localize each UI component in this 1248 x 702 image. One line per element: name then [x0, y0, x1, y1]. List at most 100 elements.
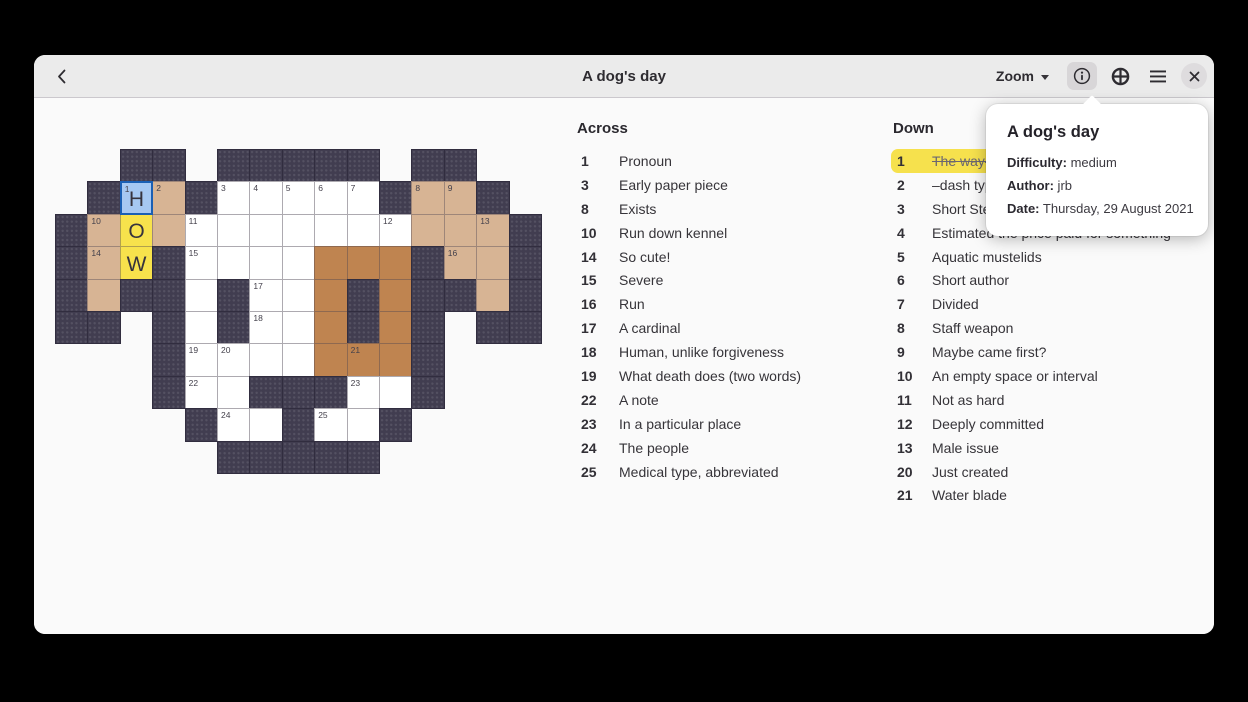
grid-cell[interactable]: 16	[443, 246, 478, 280]
grid-cell[interactable]	[184, 311, 218, 345]
grid-cell[interactable]: 18	[249, 311, 283, 345]
grid-cell[interactable]: 24	[217, 408, 251, 442]
clue-row[interactable]: 13 Male issue	[891, 436, 1201, 460]
grid-cell[interactable]	[281, 246, 316, 280]
grid-cell[interactable]	[346, 246, 380, 280]
grid-cell[interactable]	[314, 246, 348, 280]
clue-row[interactable]: 11 Not as hard	[891, 388, 1201, 412]
grid-cell[interactable]	[379, 375, 413, 410]
info-button[interactable]	[1067, 62, 1097, 90]
grid-cell[interactable]	[314, 278, 348, 312]
grid-cell[interactable]: 12	[379, 213, 413, 248]
grid-cell[interactable]: 8	[411, 181, 445, 215]
grid-block	[249, 149, 283, 183]
clue-row[interactable]: 3 Early paper piece	[575, 173, 887, 197]
grid-cell[interactable]	[281, 278, 316, 312]
grid-cell[interactable]: 2	[152, 181, 186, 215]
grid-cell[interactable]	[379, 343, 413, 377]
grid-cell[interactable]	[314, 213, 348, 248]
grid-cell[interactable]	[281, 311, 316, 345]
grid-cell[interactable]	[184, 278, 218, 312]
grid-cell[interactable]: 9	[443, 181, 478, 215]
clue-text: The people	[619, 439, 690, 456]
grid-cell[interactable]: 20	[217, 343, 251, 377]
grid-cell[interactable]	[249, 343, 283, 377]
clue-row[interactable]: 19 What death does (two words)	[575, 364, 887, 388]
grid-cell[interactable]	[314, 311, 348, 345]
grid-cell[interactable]: 13	[476, 213, 510, 248]
cell-number: 21	[350, 345, 361, 356]
clue-row[interactable]: 21 Water blade	[891, 483, 1201, 507]
clue-row[interactable]: 8 Staff weapon	[891, 316, 1201, 340]
clue-row[interactable]: 10 An empty space or interval	[891, 364, 1201, 388]
grid-cell[interactable]: 10	[87, 213, 121, 248]
clue-row[interactable]: 9 Maybe came first?	[891, 340, 1201, 364]
clue-row[interactable]: 18 Human, unlike forgiveness	[575, 340, 887, 364]
clue-row[interactable]: 3 Short Ste	[891, 197, 1201, 221]
grid-cell[interactable]	[476, 246, 510, 280]
grid-cell[interactable]: 14	[87, 246, 121, 280]
clue-row[interactable]: 2 –dash typ	[891, 173, 1201, 197]
clue-row[interactable]: 6 Short author	[891, 268, 1201, 292]
grid-block	[411, 343, 445, 377]
close-button[interactable]	[1181, 63, 1207, 89]
grid-cell[interactable]	[281, 213, 316, 248]
grid-cell[interactable]	[379, 278, 413, 312]
zoom-dropdown-button[interactable]: Zoom	[986, 63, 1059, 89]
grid-cell[interactable]	[152, 213, 186, 248]
grid-cell[interactable]	[379, 246, 413, 280]
chevron-down-icon	[1041, 74, 1049, 80]
grid-cell[interactable]	[217, 213, 251, 248]
grid-cell[interactable]: 19	[184, 343, 218, 377]
grid-cell[interactable]	[314, 343, 348, 377]
clue-row[interactable]: 24 The people	[575, 436, 887, 460]
clue-row[interactable]: 12 Deeply committed	[891, 412, 1201, 436]
clue-row[interactable]: 5 Aquatic mustelids	[891, 245, 1201, 269]
grid-cell[interactable]: 22	[184, 375, 218, 410]
clue-text: Aquatic mustelids	[932, 248, 1042, 265]
clue-row[interactable]: 7 Divided	[891, 292, 1201, 316]
grid-cell[interactable]	[217, 375, 251, 410]
grid-cell[interactable]	[217, 246, 251, 280]
grid-cell[interactable]: 15	[184, 246, 218, 280]
grid-cell[interactable]: 21	[346, 343, 380, 377]
cell-number: 16	[447, 248, 458, 259]
menu-button[interactable]	[1143, 62, 1173, 90]
clue-row[interactable]: 20 Just created	[891, 460, 1201, 484]
grid-cell[interactable]: 3	[217, 181, 251, 215]
grid-cell[interactable]	[249, 246, 283, 280]
grid-cell[interactable]: 7	[346, 181, 380, 215]
grid-cell[interactable]	[476, 278, 510, 312]
grid-cell[interactable]: O	[119, 213, 154, 248]
clue-row[interactable]: 15 Severe	[575, 268, 887, 292]
clue-row[interactable]: 14 So cute!	[575, 245, 887, 269]
puzzle-browser-button[interactable]	[1105, 62, 1135, 90]
grid-cell[interactable]: 11	[184, 213, 218, 248]
grid-cell[interactable]	[411, 213, 445, 248]
clue-row[interactable]: 10 Run down kennel	[575, 221, 887, 245]
grid-cell[interactable]	[281, 343, 316, 377]
clue-row[interactable]: 17 A cardinal	[575, 316, 887, 340]
grid-cell[interactable]	[346, 213, 380, 248]
clue-row[interactable]: 23 In a particular place	[575, 412, 887, 436]
clue-row[interactable]: 16 Run	[575, 292, 887, 316]
grid-cell[interactable]	[249, 408, 283, 442]
grid-cell[interactable]	[249, 213, 283, 248]
clue-row[interactable]: 8 Exists	[575, 197, 887, 221]
grid-cell[interactable]: 23	[346, 375, 380, 410]
grid-cell[interactable]	[379, 311, 413, 345]
grid-cell[interactable]	[87, 278, 121, 312]
grid-cell[interactable]: 4	[249, 181, 283, 215]
grid-cell[interactable]: 6	[314, 181, 348, 215]
grid-cell[interactable]	[443, 213, 478, 248]
clue-row[interactable]: 1 Pronoun	[575, 149, 887, 173]
back-button[interactable]	[48, 63, 74, 89]
grid-cell[interactable]	[346, 408, 380, 442]
clue-row[interactable]: 25 Medical type, abbreviated	[575, 460, 887, 484]
grid-cell[interactable]: 17	[249, 278, 283, 312]
grid-cell[interactable]: 5	[281, 181, 316, 215]
grid-cell[interactable]: 25	[314, 408, 348, 442]
grid-cell[interactable]: W	[119, 246, 154, 280]
clue-row[interactable]: 22 A note	[575, 388, 887, 412]
